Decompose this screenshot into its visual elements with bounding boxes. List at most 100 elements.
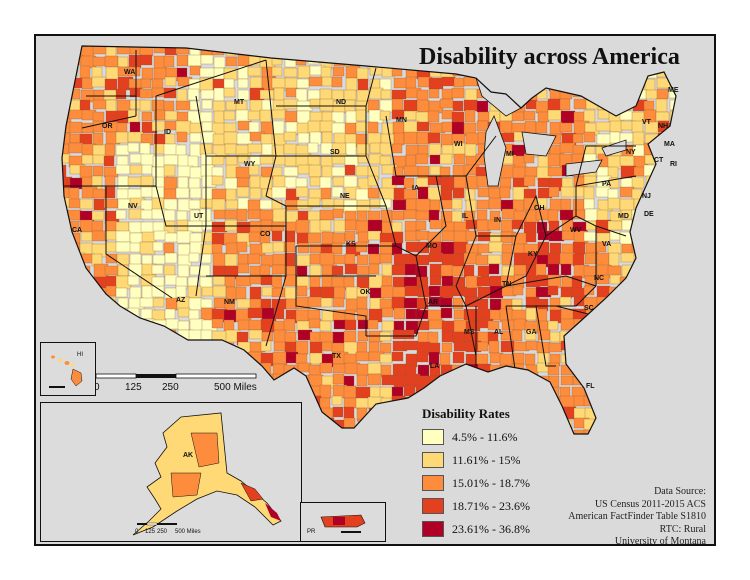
county-cell bbox=[381, 442, 395, 454]
county-cell bbox=[307, 54, 320, 65]
county-cell bbox=[682, 310, 697, 323]
county-cell bbox=[357, 46, 370, 55]
county-cell bbox=[668, 188, 676, 199]
county-cell bbox=[512, 87, 527, 98]
state-label-az: AZ bbox=[176, 297, 186, 304]
state-label-ks: KS bbox=[346, 241, 356, 248]
scale-bar: 0 125 250 500 Miles bbox=[94, 373, 257, 393]
county-cell bbox=[597, 98, 614, 111]
county-cell bbox=[224, 275, 236, 288]
county-cell bbox=[332, 66, 345, 77]
county-cell bbox=[643, 374, 656, 385]
county-cell bbox=[332, 232, 346, 245]
county-cell bbox=[597, 396, 611, 409]
county-cell bbox=[319, 428, 331, 434]
county-cell bbox=[645, 440, 659, 450]
county-cell bbox=[199, 264, 211, 277]
state-label-mo: MO bbox=[426, 243, 438, 250]
county-cell bbox=[607, 99, 622, 113]
county-cell bbox=[237, 253, 249, 266]
county-cell bbox=[379, 232, 395, 243]
county-cell bbox=[643, 230, 659, 245]
county-cell bbox=[680, 397, 695, 410]
county-cell bbox=[249, 187, 262, 200]
county-cell bbox=[657, 330, 671, 341]
county-cell bbox=[367, 175, 379, 187]
county-cell bbox=[273, 87, 285, 102]
county-cell bbox=[441, 88, 454, 100]
county-cell bbox=[547, 263, 560, 276]
state-label-layer: WA OR CA NV ID MT WY UT AZ NM CO ND SD NE KS OK TX MN IA MO… bbox=[72, 69, 679, 390]
county-cell bbox=[632, 363, 645, 375]
county-cell bbox=[404, 54, 418, 67]
county-cell bbox=[68, 142, 84, 154]
county-cell bbox=[682, 275, 696, 286]
county-cell bbox=[633, 263, 647, 278]
county-cell bbox=[619, 417, 631, 432]
county-cell bbox=[139, 297, 155, 308]
county-cell bbox=[310, 442, 325, 452]
county-cell bbox=[68, 46, 80, 59]
county-cell bbox=[332, 208, 344, 219]
county-cell bbox=[453, 241, 468, 255]
county-cell bbox=[584, 252, 598, 265]
county-cell bbox=[152, 241, 164, 252]
county-cell bbox=[308, 46, 324, 59]
lake bbox=[483, 115, 507, 187]
legend-title: Disability Rates bbox=[422, 406, 510, 421]
county-cell bbox=[117, 175, 130, 190]
county-cell bbox=[608, 353, 625, 366]
county-cell bbox=[631, 418, 645, 432]
county-cell bbox=[559, 209, 574, 221]
county-cell bbox=[343, 417, 356, 429]
county-cell bbox=[608, 385, 623, 397]
state-label-ga: GA bbox=[526, 329, 537, 336]
county-cell bbox=[429, 154, 441, 165]
county-cell bbox=[487, 254, 502, 265]
county-cell bbox=[631, 176, 645, 189]
county-cell bbox=[152, 297, 165, 308]
county-cell bbox=[415, 230, 430, 241]
county-cell bbox=[379, 241, 394, 255]
county-cell bbox=[682, 409, 694, 421]
county-cell bbox=[680, 222, 692, 233]
county-cell bbox=[271, 230, 283, 242]
county-cell bbox=[644, 220, 661, 235]
legend-swatch bbox=[422, 452, 444, 468]
county-cell bbox=[668, 341, 676, 353]
county-cell bbox=[152, 340, 168, 355]
county-cell bbox=[321, 165, 334, 179]
county-cell bbox=[513, 318, 527, 331]
county-cell bbox=[391, 143, 403, 154]
county-cell bbox=[682, 144, 695, 155]
county-cell bbox=[248, 46, 260, 55]
county-cell bbox=[585, 353, 599, 366]
county-cell bbox=[464, 88, 478, 102]
county-cell bbox=[357, 319, 370, 330]
county-cell bbox=[596, 384, 611, 399]
county-cell bbox=[139, 99, 152, 112]
county-cell bbox=[379, 155, 392, 166]
county-cell bbox=[657, 210, 674, 221]
county-cell bbox=[199, 67, 216, 78]
county-cell bbox=[668, 298, 676, 309]
county-cell bbox=[91, 296, 103, 310]
county-cell bbox=[115, 164, 131, 175]
county-cell bbox=[380, 430, 393, 434]
county-cell bbox=[668, 419, 676, 431]
county-cell bbox=[271, 264, 286, 275]
county-cell bbox=[367, 187, 380, 199]
county-cell bbox=[69, 133, 81, 144]
county-cell bbox=[464, 385, 478, 400]
county-cell bbox=[643, 407, 658, 419]
county-cell bbox=[596, 296, 610, 310]
county-cell bbox=[103, 330, 118, 342]
county-cell bbox=[417, 165, 430, 180]
county-cell bbox=[669, 352, 676, 364]
county-cell bbox=[451, 121, 465, 136]
county-cell bbox=[272, 253, 286, 266]
county-cell bbox=[572, 362, 587, 375]
lake bbox=[521, 131, 557, 157]
county-cell bbox=[655, 351, 672, 366]
county-cell bbox=[62, 243, 69, 255]
